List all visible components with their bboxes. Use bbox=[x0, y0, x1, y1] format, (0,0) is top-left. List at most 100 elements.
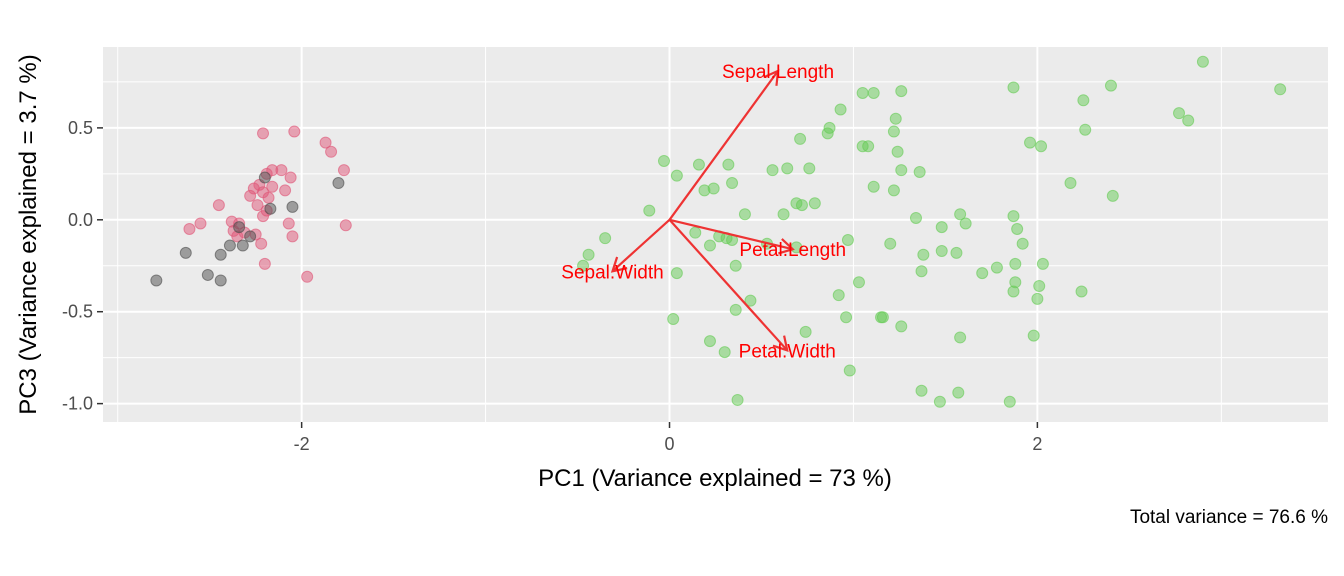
data-point bbox=[337, 164, 350, 177]
data-point bbox=[952, 386, 965, 399]
y-axis-title: PC3 (Variance explained = 3.7 %) bbox=[15, 54, 42, 414]
data-point bbox=[895, 320, 908, 333]
data-point bbox=[852, 276, 865, 289]
data-point bbox=[867, 86, 880, 99]
loading-label: Petal.Length bbox=[739, 240, 846, 261]
loading-label: Petal.Width bbox=[739, 341, 836, 362]
loading-arrow bbox=[668, 70, 779, 221]
data-point bbox=[1075, 285, 1088, 298]
data-point bbox=[843, 364, 856, 377]
data-point bbox=[933, 395, 946, 408]
data-point bbox=[889, 112, 902, 125]
data-point bbox=[744, 294, 757, 307]
grid-lines bbox=[103, 47, 1328, 422]
data-point bbox=[917, 248, 930, 261]
data-point bbox=[731, 393, 744, 406]
y-tick-label: -1.0 bbox=[62, 394, 93, 414]
data-point bbox=[867, 180, 880, 193]
data-point bbox=[832, 289, 845, 302]
data-point bbox=[319, 136, 332, 149]
x-axis-title: PC1 (Variance explained = 73 %) bbox=[538, 465, 892, 492]
data-point bbox=[841, 234, 854, 247]
data-point bbox=[264, 202, 277, 215]
data-point bbox=[1079, 123, 1092, 136]
data-point bbox=[1182, 114, 1195, 127]
data-point bbox=[1173, 107, 1186, 120]
data-point bbox=[339, 219, 352, 232]
data-point bbox=[915, 384, 928, 397]
data-point bbox=[667, 313, 680, 326]
data-point bbox=[1007, 81, 1020, 94]
data-point bbox=[179, 246, 192, 259]
data-point bbox=[834, 103, 847, 116]
data-point bbox=[1003, 395, 1016, 408]
loading-arrowhead bbox=[772, 335, 789, 352]
data-point bbox=[729, 259, 742, 272]
loading-arrow bbox=[668, 219, 789, 352]
data-point bbox=[1064, 177, 1077, 190]
data-point bbox=[707, 182, 720, 195]
data-point bbox=[670, 169, 683, 182]
data-point bbox=[150, 274, 163, 287]
data-point bbox=[895, 164, 908, 177]
y-tick-label: 0.0 bbox=[68, 210, 93, 230]
loading-arrowhead bbox=[763, 69, 780, 86]
data-point bbox=[821, 127, 834, 140]
data-point bbox=[876, 311, 889, 324]
data-point bbox=[959, 217, 972, 230]
data-point bbox=[325, 145, 338, 158]
data-point bbox=[670, 267, 683, 280]
data-point bbox=[1106, 189, 1119, 202]
data-point bbox=[703, 239, 716, 252]
y-tick-label: 0.5 bbox=[68, 118, 93, 138]
loading-arrowhead bbox=[778, 238, 795, 255]
data-point bbox=[1011, 222, 1024, 235]
loading-label: Sepal.Width bbox=[561, 262, 663, 283]
data-point bbox=[233, 221, 246, 234]
data-point bbox=[887, 125, 900, 138]
data-point bbox=[990, 261, 1003, 274]
data-point bbox=[258, 171, 271, 184]
data-point bbox=[236, 239, 249, 252]
loading-arrow bbox=[669, 218, 794, 251]
y-tick-label: -0.5 bbox=[62, 302, 93, 322]
data-point bbox=[799, 325, 812, 338]
data-point bbox=[288, 125, 301, 138]
loading-arrow bbox=[611, 218, 671, 273]
data-point bbox=[777, 208, 790, 221]
data-point bbox=[657, 154, 670, 167]
data-point bbox=[1274, 83, 1287, 96]
y-axis-ticks: -1.0 -0.5 0.0 0.5 bbox=[62, 118, 103, 414]
data-point bbox=[935, 245, 948, 258]
data-point bbox=[689, 226, 702, 239]
data-point bbox=[909, 211, 922, 224]
data-point bbox=[332, 177, 345, 190]
data-point bbox=[856, 86, 869, 99]
data-point bbox=[262, 191, 275, 204]
data-point bbox=[954, 331, 967, 344]
data-point bbox=[895, 85, 908, 98]
data-point bbox=[954, 208, 967, 221]
data-point bbox=[803, 162, 816, 175]
data-point bbox=[251, 199, 264, 212]
data-point bbox=[840, 311, 853, 324]
data-point bbox=[244, 230, 257, 243]
data-point bbox=[1196, 55, 1209, 68]
data-point bbox=[795, 199, 808, 212]
data-point bbox=[301, 270, 314, 283]
data-point bbox=[582, 248, 595, 261]
data-point bbox=[891, 145, 904, 158]
data-point bbox=[212, 199, 225, 212]
data-point bbox=[915, 265, 928, 278]
data-point bbox=[718, 346, 731, 359]
data-point bbox=[284, 171, 297, 184]
data-point bbox=[976, 267, 989, 280]
data-point bbox=[214, 274, 227, 287]
data-point bbox=[257, 127, 270, 140]
data-point bbox=[1009, 257, 1022, 270]
data-point bbox=[794, 132, 807, 145]
data-point bbox=[766, 164, 779, 177]
data-point bbox=[1007, 210, 1020, 223]
data-point bbox=[183, 222, 196, 235]
